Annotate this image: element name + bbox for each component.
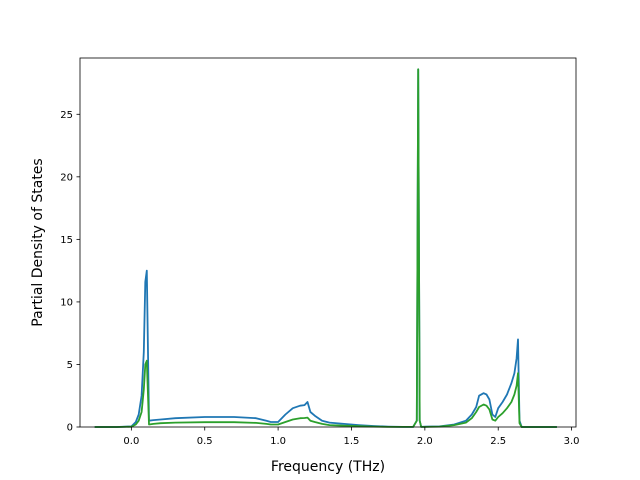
y-axis-label: Partial Density of States xyxy=(30,158,46,326)
x-tick-label: 0.5 xyxy=(197,436,213,447)
x-axis: 0.0 0.5 1.0 1.5 2.0 2.5 3.0 xyxy=(123,427,580,447)
plot-frame xyxy=(79,57,577,428)
x-tick-label: 2.5 xyxy=(490,436,506,447)
x-tick-label: 0.0 xyxy=(123,436,139,447)
y-tick-label: 15 xyxy=(60,235,73,246)
x-tick-label: 2.0 xyxy=(417,436,433,447)
x-tick-label: 1.0 xyxy=(270,436,286,447)
y-tick-label: 0 xyxy=(67,423,73,434)
x-tick-label: 3.0 xyxy=(564,436,580,447)
y-tick-label: 5 xyxy=(67,360,73,371)
y-axis: 0 5 10 15 20 25 xyxy=(60,110,80,434)
y-tick-label: 20 xyxy=(60,172,73,183)
x-tick-label: 1.5 xyxy=(344,436,360,447)
y-tick-label: 10 xyxy=(60,297,73,308)
y-tick-label: 25 xyxy=(60,110,73,121)
x-axis-label: Frequency (THz) xyxy=(271,459,385,475)
